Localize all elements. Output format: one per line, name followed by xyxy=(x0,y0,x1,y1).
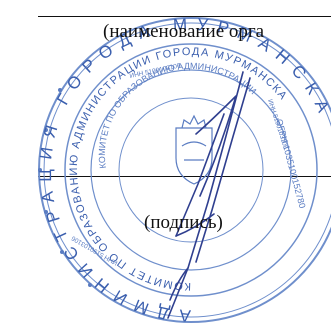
seal-ogrn: ОГРН 1035100152780 xyxy=(274,118,307,209)
organization-name-caption: (наименование орга xyxy=(103,21,265,42)
seal-outer-stars xyxy=(38,88,92,287)
signature-caption: (подпись) xyxy=(144,212,223,233)
signature-stroke xyxy=(167,71,251,319)
name-line xyxy=(38,16,331,17)
signature-line xyxy=(38,176,331,177)
coat-of-arms-icon xyxy=(175,114,213,185)
